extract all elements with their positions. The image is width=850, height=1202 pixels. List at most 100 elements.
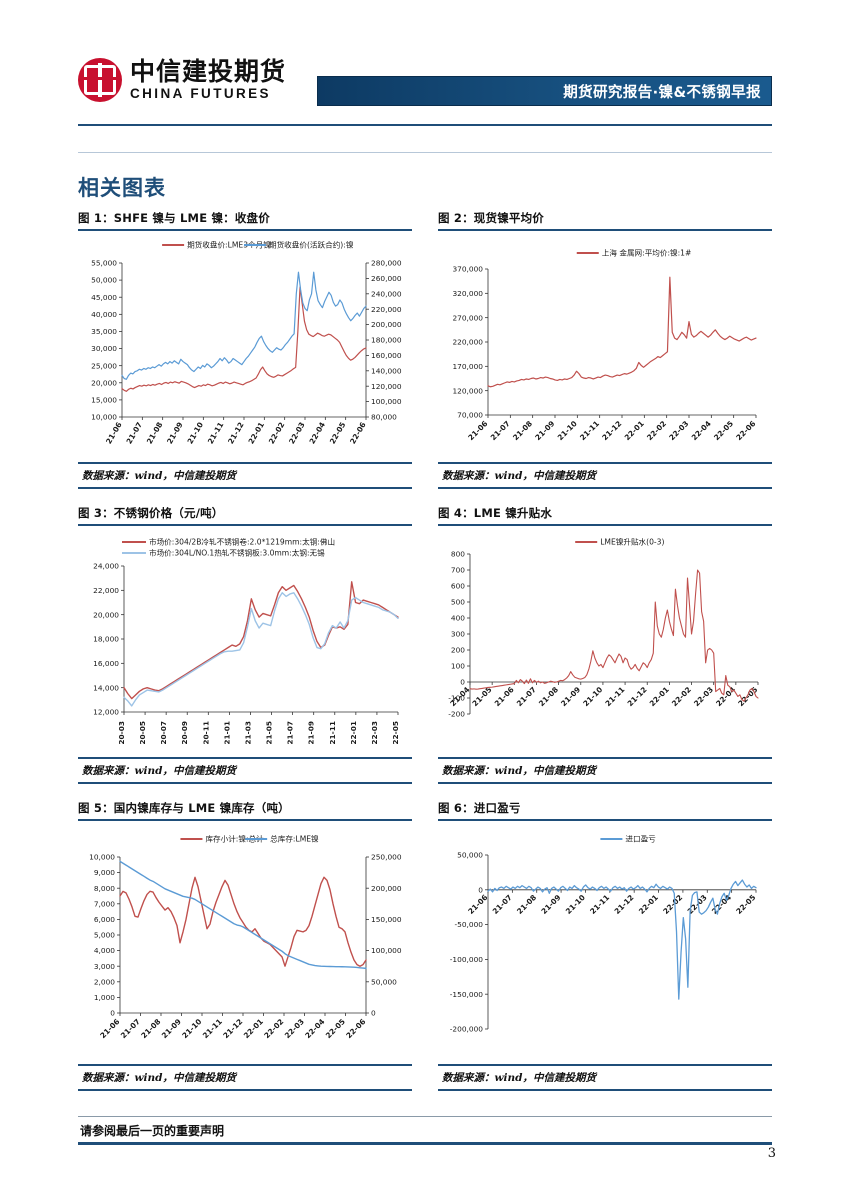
svg-text:800: 800 xyxy=(451,550,465,559)
svg-text:库存小计:镍:总计: 库存小计:镍:总计 xyxy=(205,834,264,844)
svg-text:21-12: 21-12 xyxy=(626,685,649,708)
panel-chart1-rule xyxy=(78,229,412,231)
svg-text:期货收盘价:LME3个月镍: 期货收盘价:LME3个月镍 xyxy=(187,240,271,250)
svg-text:10,000: 10,000 xyxy=(89,853,115,862)
svg-text:总库存:LME镍: 总库存:LME镍 xyxy=(270,834,319,844)
svg-text:21-07: 21-07 xyxy=(119,1017,142,1040)
svg-text:300: 300 xyxy=(451,630,465,639)
svg-text:22-02: 22-02 xyxy=(670,685,693,708)
panel-chart6-source: 数据来源：wind，中信建投期货 xyxy=(442,1072,597,1084)
svg-text:15,000: 15,000 xyxy=(91,395,117,404)
svg-text:上海 金属网:平均价:镍:1#: 上海 金属网:平均价:镍:1# xyxy=(602,248,692,258)
svg-text:50,000: 50,000 xyxy=(457,851,483,860)
citic-logo-icon xyxy=(78,58,122,102)
svg-text:270,000: 270,000 xyxy=(452,313,483,322)
svg-text:22-03: 22-03 xyxy=(667,419,690,442)
svg-text:200,000: 200,000 xyxy=(371,320,402,329)
svg-text:22-03: 22-03 xyxy=(283,1017,306,1040)
svg-text:21-01: 21-01 xyxy=(222,721,231,745)
svg-text:100,000: 100,000 xyxy=(371,397,402,406)
svg-text:600: 600 xyxy=(451,582,465,591)
svg-text:280,000: 280,000 xyxy=(371,259,402,268)
svg-text:21-07: 21-07 xyxy=(286,721,295,745)
svg-text:21-10: 21-10 xyxy=(180,1017,203,1040)
svg-text:24,000: 24,000 xyxy=(93,562,119,571)
svg-text:100,000: 100,000 xyxy=(371,946,402,955)
panel-chart3-source-rule xyxy=(78,757,412,759)
panel-chart2: 图 2：现货镍平均价 上海 金属网:平均价:镍:1# 70,000 120,000 1… xyxy=(438,210,772,489)
svg-text:21-10: 21-10 xyxy=(556,419,579,442)
panel-chart1-source: 数据来源：wind，中信建投期货 xyxy=(82,470,237,482)
svg-text:20,000: 20,000 xyxy=(93,610,119,619)
svg-text:市场价:304/2B冷轧不锈钢卷:2.0*1219mm:太钢: 市场价:304/2B冷轧不锈钢卷:2.0*1219mm:太钢:佛山 xyxy=(149,537,335,547)
svg-text:21-06: 21-06 xyxy=(466,419,489,442)
panel-chart2-source-rule xyxy=(438,462,772,464)
svg-text:22-02: 22-02 xyxy=(262,1017,285,1040)
panel-chart6-source-rule xyxy=(438,1064,772,1066)
chart3-canvas: 市场价:304/2B冷轧不锈钢卷:2.0*1219mm:太钢:佛山 市场价:304… xyxy=(78,528,412,756)
svg-text:-50,000: -50,000 xyxy=(454,920,483,929)
panel-chart6-source-rule-bottom xyxy=(438,1089,772,1091)
svg-text:21-11: 21-11 xyxy=(201,1017,224,1040)
svg-text:21-06: 21-06 xyxy=(104,421,124,446)
panel-chart5-source: 数据来源：wind，中信建投期货 xyxy=(82,1072,237,1084)
panel-chart5-rule xyxy=(78,819,412,821)
panel-chart6: 图 6：进口盈亏 进口盈亏 -200,000 -150,000 -100,000 -50… xyxy=(438,800,772,1091)
svg-text:21-10: 21-10 xyxy=(581,685,604,708)
svg-text:21-03: 21-03 xyxy=(243,721,252,745)
panel-chart2-source-rule-bottom xyxy=(438,487,772,489)
svg-text:260,000: 260,000 xyxy=(371,274,402,283)
svg-text:22-03: 22-03 xyxy=(692,685,715,708)
logo-text-block: 中信建投期货 CHINA FUTURES xyxy=(130,59,286,101)
svg-text:22-03: 22-03 xyxy=(370,721,379,745)
panel-chart3-title: 图 3：不锈钢价格（元/吨） xyxy=(78,506,224,520)
svg-text:20-03: 20-03 xyxy=(117,721,126,745)
panel-chart4-source: 数据来源：wind，中信建投期货 xyxy=(442,765,597,777)
page-title: 相关图表 xyxy=(78,176,166,200)
svg-text:370,000: 370,000 xyxy=(452,265,483,274)
svg-text:22-04: 22-04 xyxy=(307,421,327,446)
svg-text:40,000: 40,000 xyxy=(91,310,117,319)
svg-text:170,000: 170,000 xyxy=(452,362,483,371)
chart4-canvas: LME镍升贴水(0-3) -200 -100 0 100 200 300 400 500 600 7… xyxy=(438,528,772,756)
panel-chart4-title: 图 4：LME 镍升贴水 xyxy=(438,506,553,520)
svg-text:200: 200 xyxy=(451,646,465,655)
svg-text:22-05: 22-05 xyxy=(734,893,757,916)
svg-text:20-05: 20-05 xyxy=(138,721,147,745)
panel-chart6-title: 图 6：进口盈亏 xyxy=(438,801,521,815)
svg-text:18,000: 18,000 xyxy=(93,635,119,644)
svg-text:25,000: 25,000 xyxy=(91,361,117,370)
svg-text:0: 0 xyxy=(478,885,483,894)
svg-text:22-04: 22-04 xyxy=(714,685,737,708)
svg-text:8,000: 8,000 xyxy=(94,884,115,893)
svg-text:21-11: 21-11 xyxy=(588,893,611,916)
svg-text:21-12: 21-12 xyxy=(600,419,623,442)
svg-text:21-09: 21-09 xyxy=(165,421,185,446)
svg-text:22-02: 22-02 xyxy=(267,421,287,446)
svg-text:120,000: 120,000 xyxy=(371,382,402,391)
svg-text:160,000: 160,000 xyxy=(371,351,402,360)
svg-text:0: 0 xyxy=(460,678,465,687)
charts-row-2: 图 3：不锈钢价格（元/吨） 市场价:304/2B冷轧不锈钢卷:2.0*1219… xyxy=(78,505,772,784)
svg-text:35,000: 35,000 xyxy=(91,327,117,336)
svg-text:0: 0 xyxy=(110,1009,115,1018)
footer-notice: 请参阅最后一页的重要声明 xyxy=(80,1124,225,1138)
chart1-canvas: 期货收盘价:LME3个月镍 期货收盘价(活跃合约):镍 10,000 15,000 20… xyxy=(78,233,412,461)
panel-chart5-title: 图 5：国内镍库存与 LME 镍库存（吨） xyxy=(78,801,290,815)
panel-chart4-source-rule-bottom xyxy=(438,782,772,784)
panel-chart1: 图 1：SHFE 镍与 LME 镍：收盘价 期货收盘价:LME3个月镍 期货收盘价… xyxy=(78,210,412,489)
svg-text:21-11: 21-11 xyxy=(578,419,601,442)
panel-chart1-title: 图 1：SHFE 镍与 LME 镍：收盘价 xyxy=(78,211,270,225)
svg-text:100: 100 xyxy=(451,662,465,671)
svg-text:21-07: 21-07 xyxy=(515,685,538,708)
svg-text:1,000: 1,000 xyxy=(94,993,115,1002)
svg-text:21-11: 21-11 xyxy=(206,421,226,446)
svg-text:140,000: 140,000 xyxy=(371,366,402,375)
svg-text:21-12: 21-12 xyxy=(613,893,636,916)
svg-text:3,000: 3,000 xyxy=(94,962,115,971)
svg-text:240,000: 240,000 xyxy=(371,289,402,298)
svg-text:-200: -200 xyxy=(448,710,465,719)
svg-text:22-06: 22-06 xyxy=(734,419,757,442)
svg-text:22-02: 22-02 xyxy=(661,893,684,916)
